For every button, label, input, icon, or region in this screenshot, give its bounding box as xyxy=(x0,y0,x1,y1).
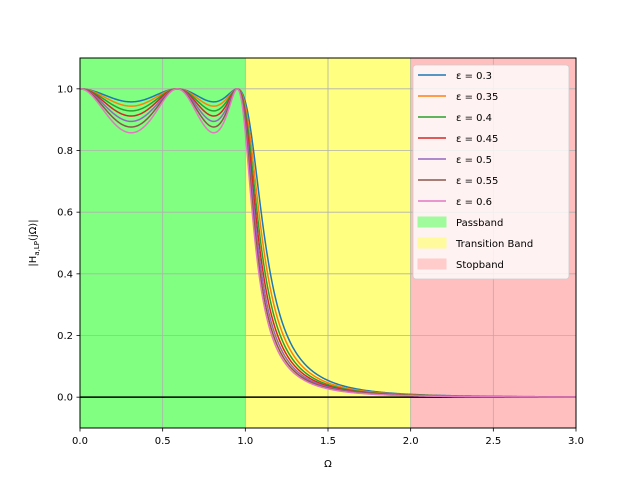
x-tick-label: 0.5 xyxy=(155,436,171,447)
legend-label: Stopband xyxy=(456,260,504,271)
x-axis-label: Ω xyxy=(324,459,332,470)
y-tick-label: 0.4 xyxy=(57,269,73,280)
series-curves xyxy=(79,88,576,398)
x-tick-label: 3.0 xyxy=(568,436,584,447)
legend-label: ε = 0.45 xyxy=(456,134,498,145)
legend-label: ε = 0.55 xyxy=(456,176,498,187)
y-axis-ticks: 0.0 0.2 0.4 0.6 0.8 1.0 xyxy=(57,84,80,404)
legend: ε = 0.3 ε = 0.35 ε = 0.4 ε = 0.45 ε = 0.5 ε =… xyxy=(412,64,570,280)
x-tick-label: 0.0 xyxy=(72,436,88,447)
legend-label: Passband xyxy=(456,218,503,229)
legend-patch-swatch xyxy=(417,237,447,249)
y-tick-label: 1.0 xyxy=(57,84,73,95)
legend-label: ε = 0.5 xyxy=(456,155,492,166)
legend-label: ε = 0.35 xyxy=(456,92,498,103)
y-tick-label: 0.0 xyxy=(57,393,73,404)
legend-label: ε = 0.3 xyxy=(456,71,492,82)
legend-patch-swatch xyxy=(417,216,447,228)
legend-patch-swatch xyxy=(417,258,447,270)
y-tick-label: 0.8 xyxy=(57,146,73,157)
x-tick-label: 1.5 xyxy=(320,436,336,447)
y-tick-label: 0.6 xyxy=(57,208,73,219)
legend-box xyxy=(412,64,570,280)
series-line xyxy=(79,88,576,398)
y-axis-label: |Ha,LP(jΩ)| xyxy=(28,219,41,266)
legend-label: ε = 0.6 xyxy=(456,197,492,208)
legend-label: Transition Band xyxy=(455,239,533,250)
legend-label: ε = 0.4 xyxy=(456,113,492,124)
x-tick-label: 2.5 xyxy=(485,436,501,447)
y-tick-label: 0.2 xyxy=(57,331,73,342)
x-tick-label: 2.0 xyxy=(403,436,419,447)
x-axis-ticks: 0.0 0.5 1.0 1.5 2.0 2.5 3.0 xyxy=(72,428,584,447)
x-tick-label: 1.0 xyxy=(237,436,253,447)
